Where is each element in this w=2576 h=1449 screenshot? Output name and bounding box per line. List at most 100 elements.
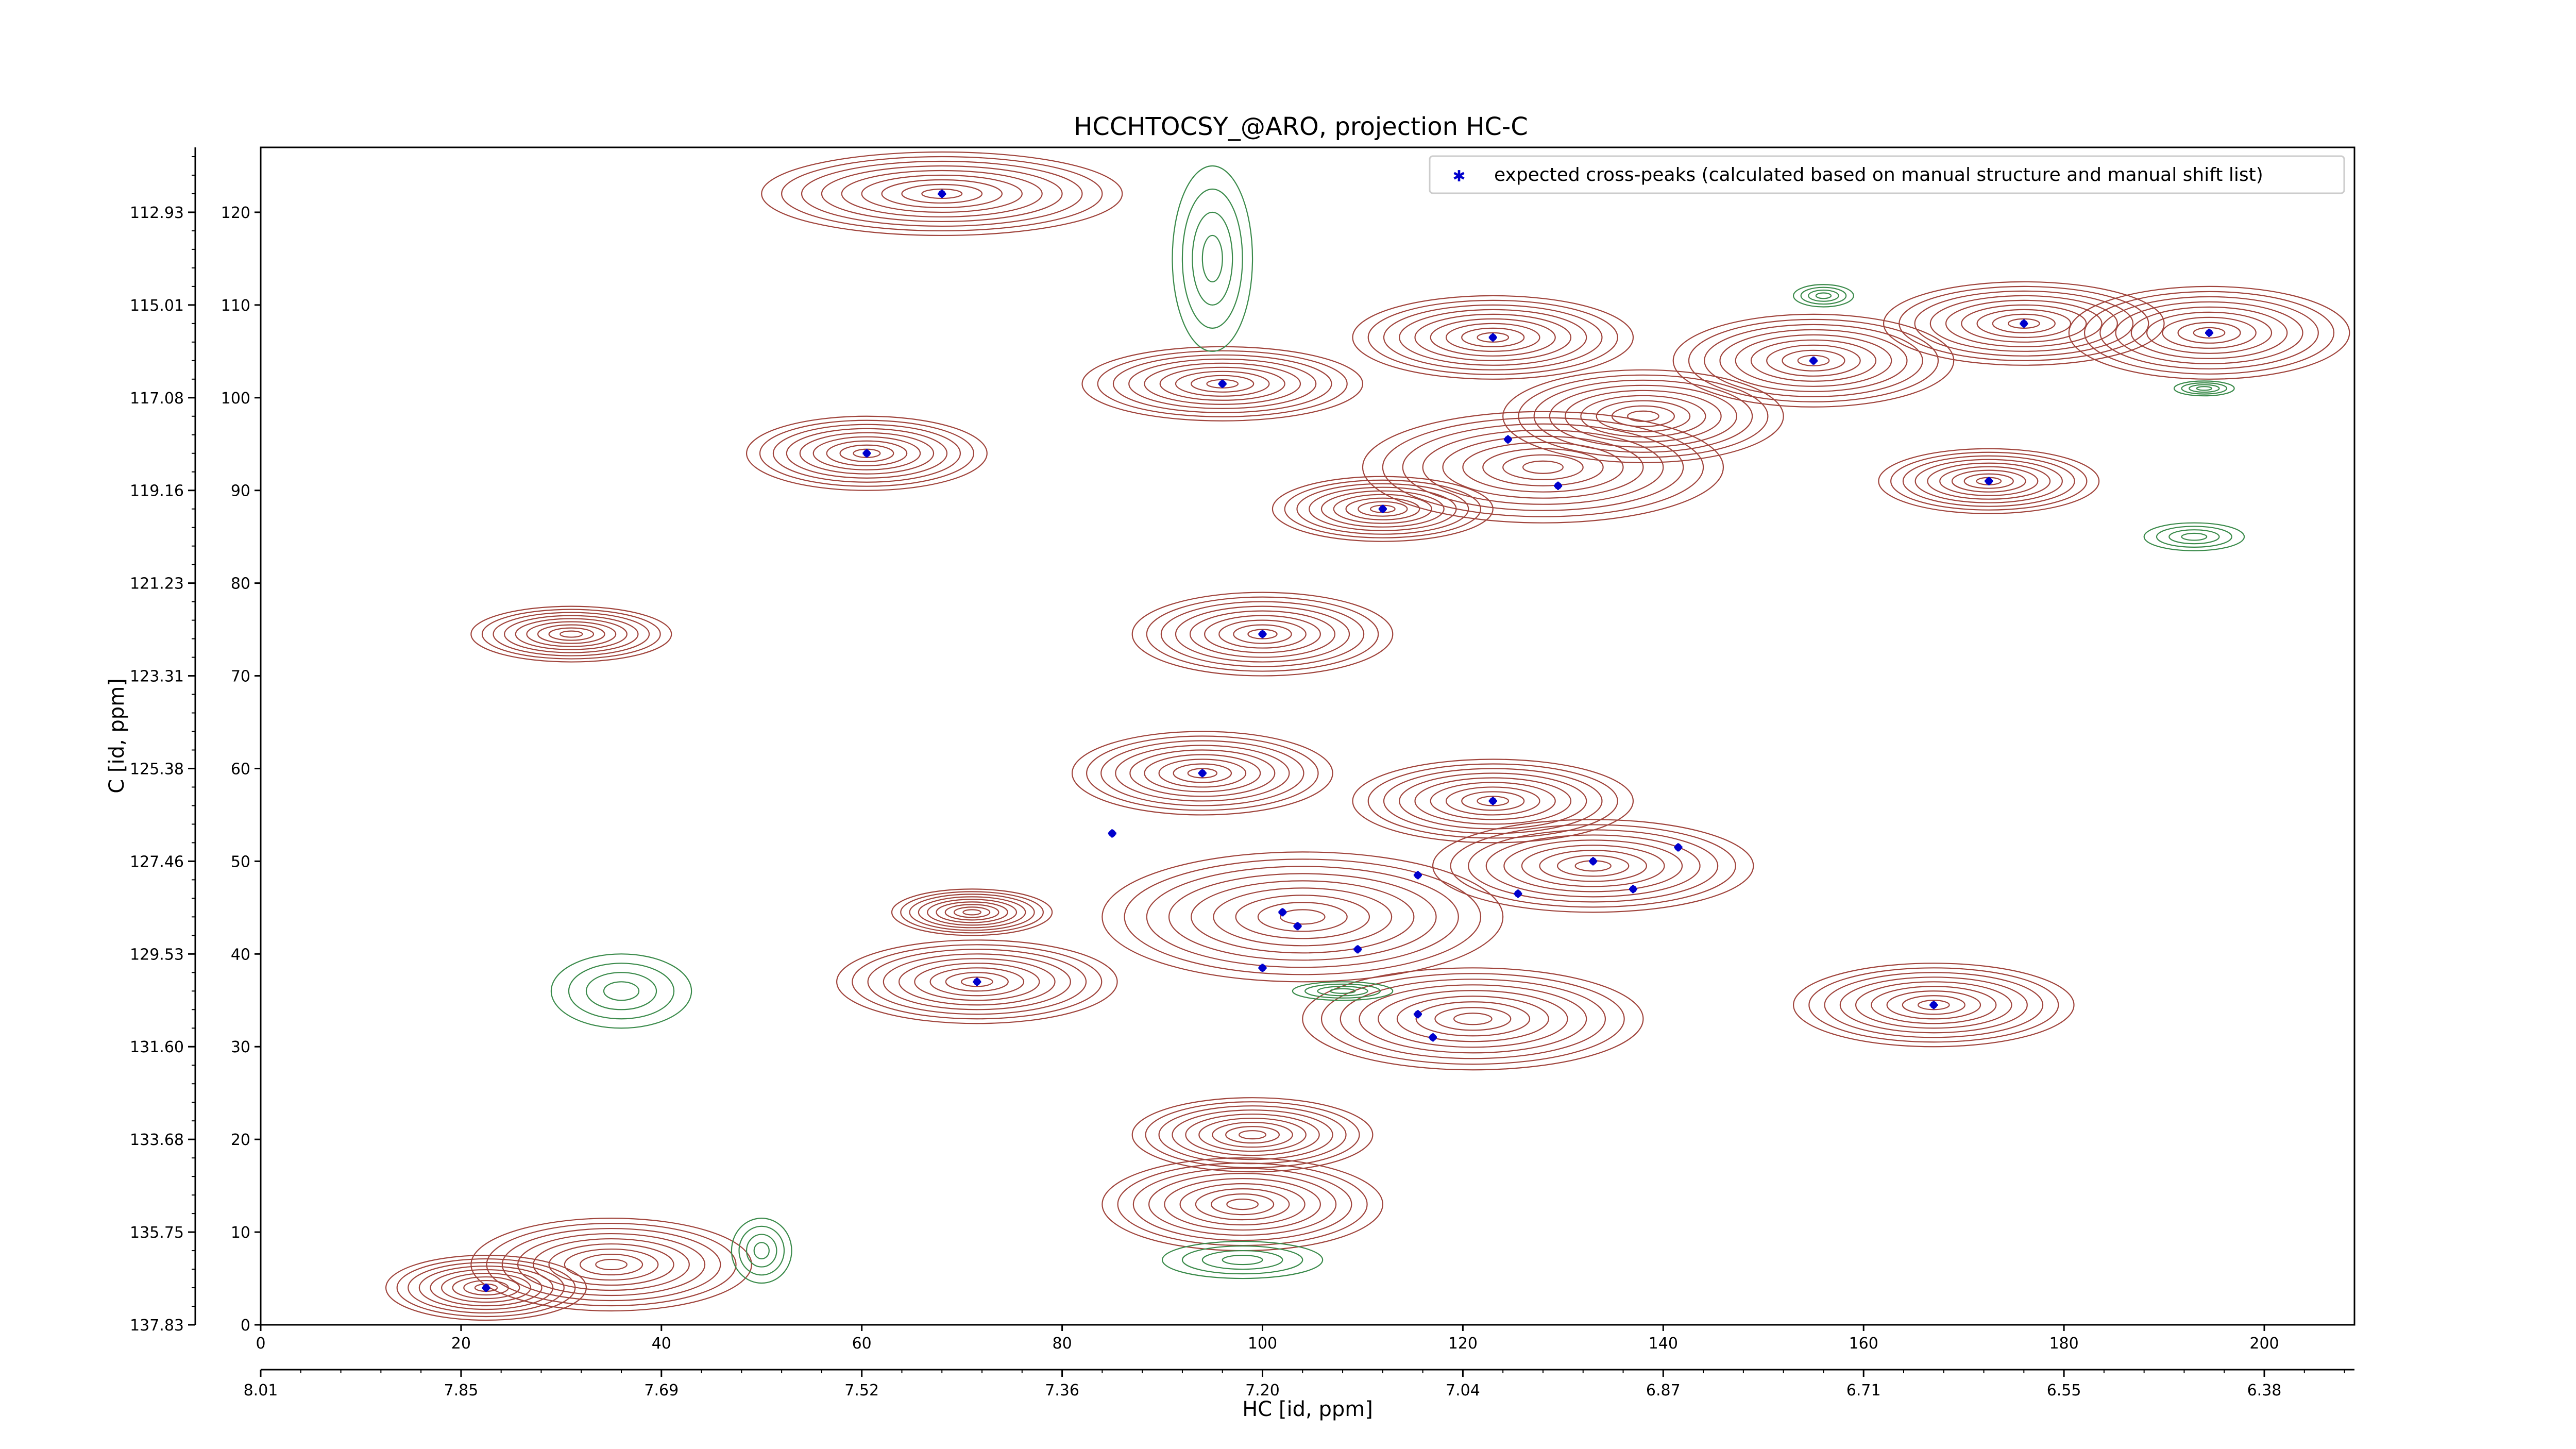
positive-contour-ring: [1792, 963, 2075, 1048]
positive-contour-ring: [1945, 299, 2103, 347]
positive-contour-ring: [463, 1279, 509, 1296]
positive-contour-ring: [1961, 304, 2087, 343]
positive-contour: [1502, 369, 1784, 463]
positive-contour-ring: [1213, 887, 1393, 947]
positive-contour-ring: [1445, 323, 1540, 352]
positive-contour-ring: [1175, 605, 1350, 663]
positive-contour-ring: [1179, 1183, 1306, 1226]
positive-contour-ring: [1502, 454, 1584, 480]
positive-contour: [2068, 285, 2350, 380]
positive-contour-ring: [1362, 411, 1724, 524]
plot-area-frame: [260, 146, 2355, 1326]
positive-contour-ring: [1939, 466, 2039, 496]
positive-contour-ring: [504, 615, 639, 653]
positive-contour-ring: [1185, 1114, 1320, 1156]
cross-peak-marker: [1503, 435, 1512, 444]
negative-contour-ring: [2168, 529, 2220, 545]
positive-contour-ring: [1824, 972, 2044, 1038]
negative-contour-ring: [1792, 284, 1854, 308]
x-tick-label: 120: [1448, 1335, 1478, 1353]
positive-contour-ring: [1309, 486, 1457, 531]
positive-contour-ring: [1272, 476, 1494, 542]
positive-contour-ring: [1396, 996, 1549, 1042]
positive-contour-ring: [537, 624, 605, 644]
positive-contour-ring: [1101, 851, 1504, 983]
positive-contour-ring: [1333, 494, 1433, 524]
positive-contour-ring: [1302, 967, 1644, 1071]
y-ppm-tick-label: 117.08: [130, 390, 184, 408]
cross-peak-marker: [1809, 356, 1818, 365]
positive-contour-ring: [1164, 1178, 1321, 1231]
cross-peak-marker: [938, 189, 946, 198]
y-axis: 0 10 20 30 40 50 60 70 80 90 100 110 120: [221, 204, 261, 1335]
positive-contour-ring: [821, 165, 1063, 223]
positive-contour-ring: [1445, 786, 1540, 816]
positive-contour-ring: [1963, 473, 2014, 489]
positive-contour-ring: [2068, 285, 2350, 380]
positive-contour-ring: [1146, 596, 1379, 672]
positive-contour-ring: [1917, 1000, 1950, 1010]
positive-contour-ring: [1320, 490, 1445, 528]
cross-peak-marker: [1293, 922, 1302, 931]
positive-contour-ring: [1627, 410, 1659, 422]
positive-contour-ring: [1477, 332, 1510, 343]
positive-contour-ring: [1902, 455, 2075, 507]
positive-contour-ring: [1855, 981, 2012, 1029]
positive-contour-ring: [909, 894, 1035, 931]
positive-contour-ring: [1750, 339, 1877, 382]
positive-contour-ring: [1611, 405, 1675, 427]
negative-contour: [1172, 165, 1253, 352]
x-tick-label: 200: [2249, 1335, 2279, 1353]
positive-contour-ring: [515, 618, 628, 650]
cross-peak-marker: [1629, 885, 1637, 894]
y-ppm-tick-label: 121.23: [130, 575, 184, 593]
positive-contour-ring: [1434, 1007, 1512, 1031]
positive-contour-ring: [1688, 318, 1939, 402]
legend-box: [1429, 155, 2345, 194]
positive-contour-ring: [1131, 1097, 1374, 1173]
positive-contour-ring: [1808, 967, 2059, 1043]
y-tick-label: 80: [231, 575, 250, 593]
positive-contour-ring: [1556, 855, 1630, 877]
positive-contour-ring: [1124, 858, 1482, 975]
x-tick-label: 80: [1053, 1335, 1072, 1353]
x-tick-label: 140: [1649, 1335, 1678, 1353]
positive-contour-ring: [1383, 304, 1603, 370]
cross-peak-marker: [1488, 333, 1497, 342]
contour-layer: [385, 151, 2350, 1321]
positive-contour-ring: [1402, 423, 1684, 511]
positive-contour: [1131, 1097, 1374, 1173]
positive-contour: [1362, 411, 1724, 524]
positive-contour-ring: [1596, 400, 1691, 432]
positive-contour-ring: [1132, 1168, 1352, 1241]
positive-contour-ring: [799, 432, 935, 475]
y-ppm-tick-label: 123.31: [130, 668, 184, 686]
positive-contour-ring: [2083, 291, 2335, 375]
negative-contour-ring: [1304, 983, 1381, 999]
positive-contour-ring: [1189, 610, 1336, 658]
positive-contour-ring: [1899, 285, 2149, 361]
positive-contour-ring: [1415, 1001, 1531, 1037]
positive-contour-ring: [1482, 448, 1604, 486]
positive-contour-ring: [1518, 374, 1769, 458]
positive-contour-ring: [929, 967, 1025, 997]
negative-contour-ring: [1815, 292, 1832, 299]
positive-contour-ring: [1225, 1126, 1280, 1144]
positive-contour-ring: [1100, 740, 1304, 806]
negative-contour-ring: [550, 953, 692, 1029]
positive-contour-ring: [1399, 309, 1587, 366]
positive-contour-ring: [1951, 469, 2026, 493]
positive-contour-ring: [1929, 295, 2118, 352]
y-ppm-tick-label: 127.46: [130, 853, 184, 871]
positive-contour-ring: [1233, 624, 1292, 644]
negative-contour: [1161, 1240, 1324, 1279]
x-ppm-tick-label: 7.52: [844, 1381, 879, 1400]
negative-contour-ring: [745, 1234, 777, 1268]
positive-contour-ring: [1247, 629, 1278, 639]
positive-contour-ring: [927, 899, 1018, 926]
y-tick-label: 10: [231, 1224, 250, 1242]
negative-contour-ring: [2196, 386, 2213, 391]
positive-contour-ring: [891, 888, 1053, 936]
positive-contour-ring: [1782, 349, 1845, 372]
negative-contour-ring: [753, 1242, 770, 1259]
